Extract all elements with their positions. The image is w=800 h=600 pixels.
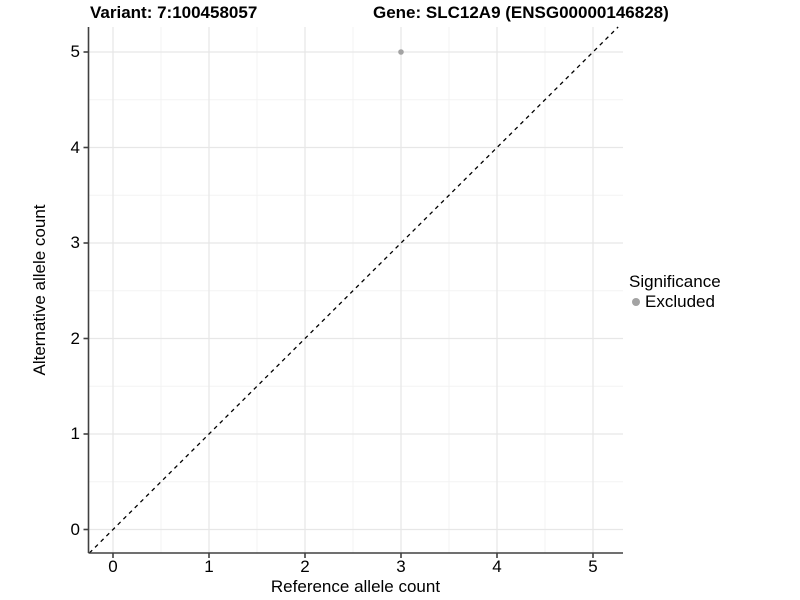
y-axis-title: Alternative allele count <box>30 204 49 376</box>
legend-key <box>629 295 643 309</box>
legend: Significance Excluded <box>629 272 721 312</box>
identity-line <box>88 26 619 554</box>
x-tick-label: 1 <box>204 557 214 576</box>
y-tick-label: 2 <box>70 328 80 348</box>
x-tick-label: 2 <box>300 557 310 576</box>
y-tick-label: 3 <box>70 233 80 252</box>
y-tick-label: 0 <box>70 519 80 539</box>
data-point <box>398 49 404 55</box>
x-tick-label: 0 <box>108 557 118 576</box>
y-tick-label: 1 <box>70 424 80 443</box>
gene-title: Gene: SLC12A9 (ENSG00000146828) <box>373 3 669 22</box>
y-tick-label: 4 <box>70 137 80 157</box>
legend-item-excluded: Excluded <box>629 292 721 312</box>
x-tick-label: 5 <box>588 557 598 576</box>
x-tick-label: 3 <box>396 557 406 576</box>
excluded-dot-icon <box>632 298 640 306</box>
x-tick-label: 4 <box>492 557 502 576</box>
variant-title: Variant: 7:100458057 <box>90 3 258 22</box>
legend-item-label: Excluded <box>645 292 715 311</box>
x-axis-title: Reference allele count <box>270 577 441 596</box>
y-tick-label: 5 <box>70 42 80 61</box>
legend-title: Significance <box>629 272 721 291</box>
